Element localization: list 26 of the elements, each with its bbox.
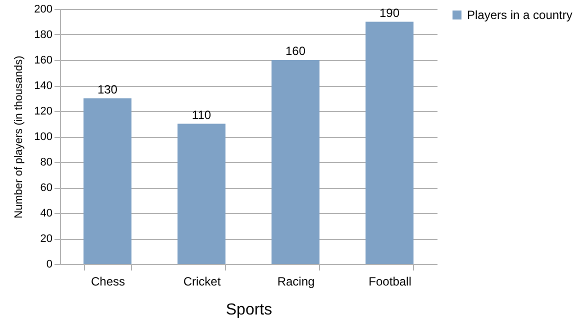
bar bbox=[366, 22, 414, 264]
y-tick-label: 80 bbox=[40, 156, 52, 168]
data-label: 130 bbox=[97, 82, 118, 96]
y-tick-label: 20 bbox=[40, 233, 52, 245]
x-axis-title: Sports bbox=[226, 302, 272, 318]
x-tick-label: Cricket bbox=[183, 274, 222, 288]
x-tick-label: Chess bbox=[90, 274, 125, 288]
y-tick-label: 160 bbox=[34, 54, 52, 66]
bar bbox=[178, 124, 226, 264]
x-tick-label: Racing bbox=[277, 274, 315, 288]
y-tick-label: 0 bbox=[46, 258, 52, 270]
y-tick-label: 60 bbox=[40, 182, 52, 194]
data-label: 110 bbox=[192, 108, 212, 122]
bar bbox=[272, 60, 320, 264]
y-tick-label: 100 bbox=[34, 131, 52, 143]
data-label: 190 bbox=[380, 6, 400, 20]
x-tick-label: Football bbox=[368, 274, 412, 288]
legend-label: Players in a country bbox=[467, 8, 572, 22]
y-tick-label: 180 bbox=[34, 29, 52, 41]
y-tick-label: 40 bbox=[40, 208, 52, 220]
bar bbox=[84, 98, 132, 264]
data-label: 160 bbox=[285, 44, 306, 58]
y-tick-label: 120 bbox=[34, 106, 52, 118]
y-tick-label: 140 bbox=[34, 80, 52, 92]
y-axis-title: Number of players (in thousands) bbox=[13, 56, 26, 218]
y-tick-label: 200 bbox=[34, 4, 52, 16]
